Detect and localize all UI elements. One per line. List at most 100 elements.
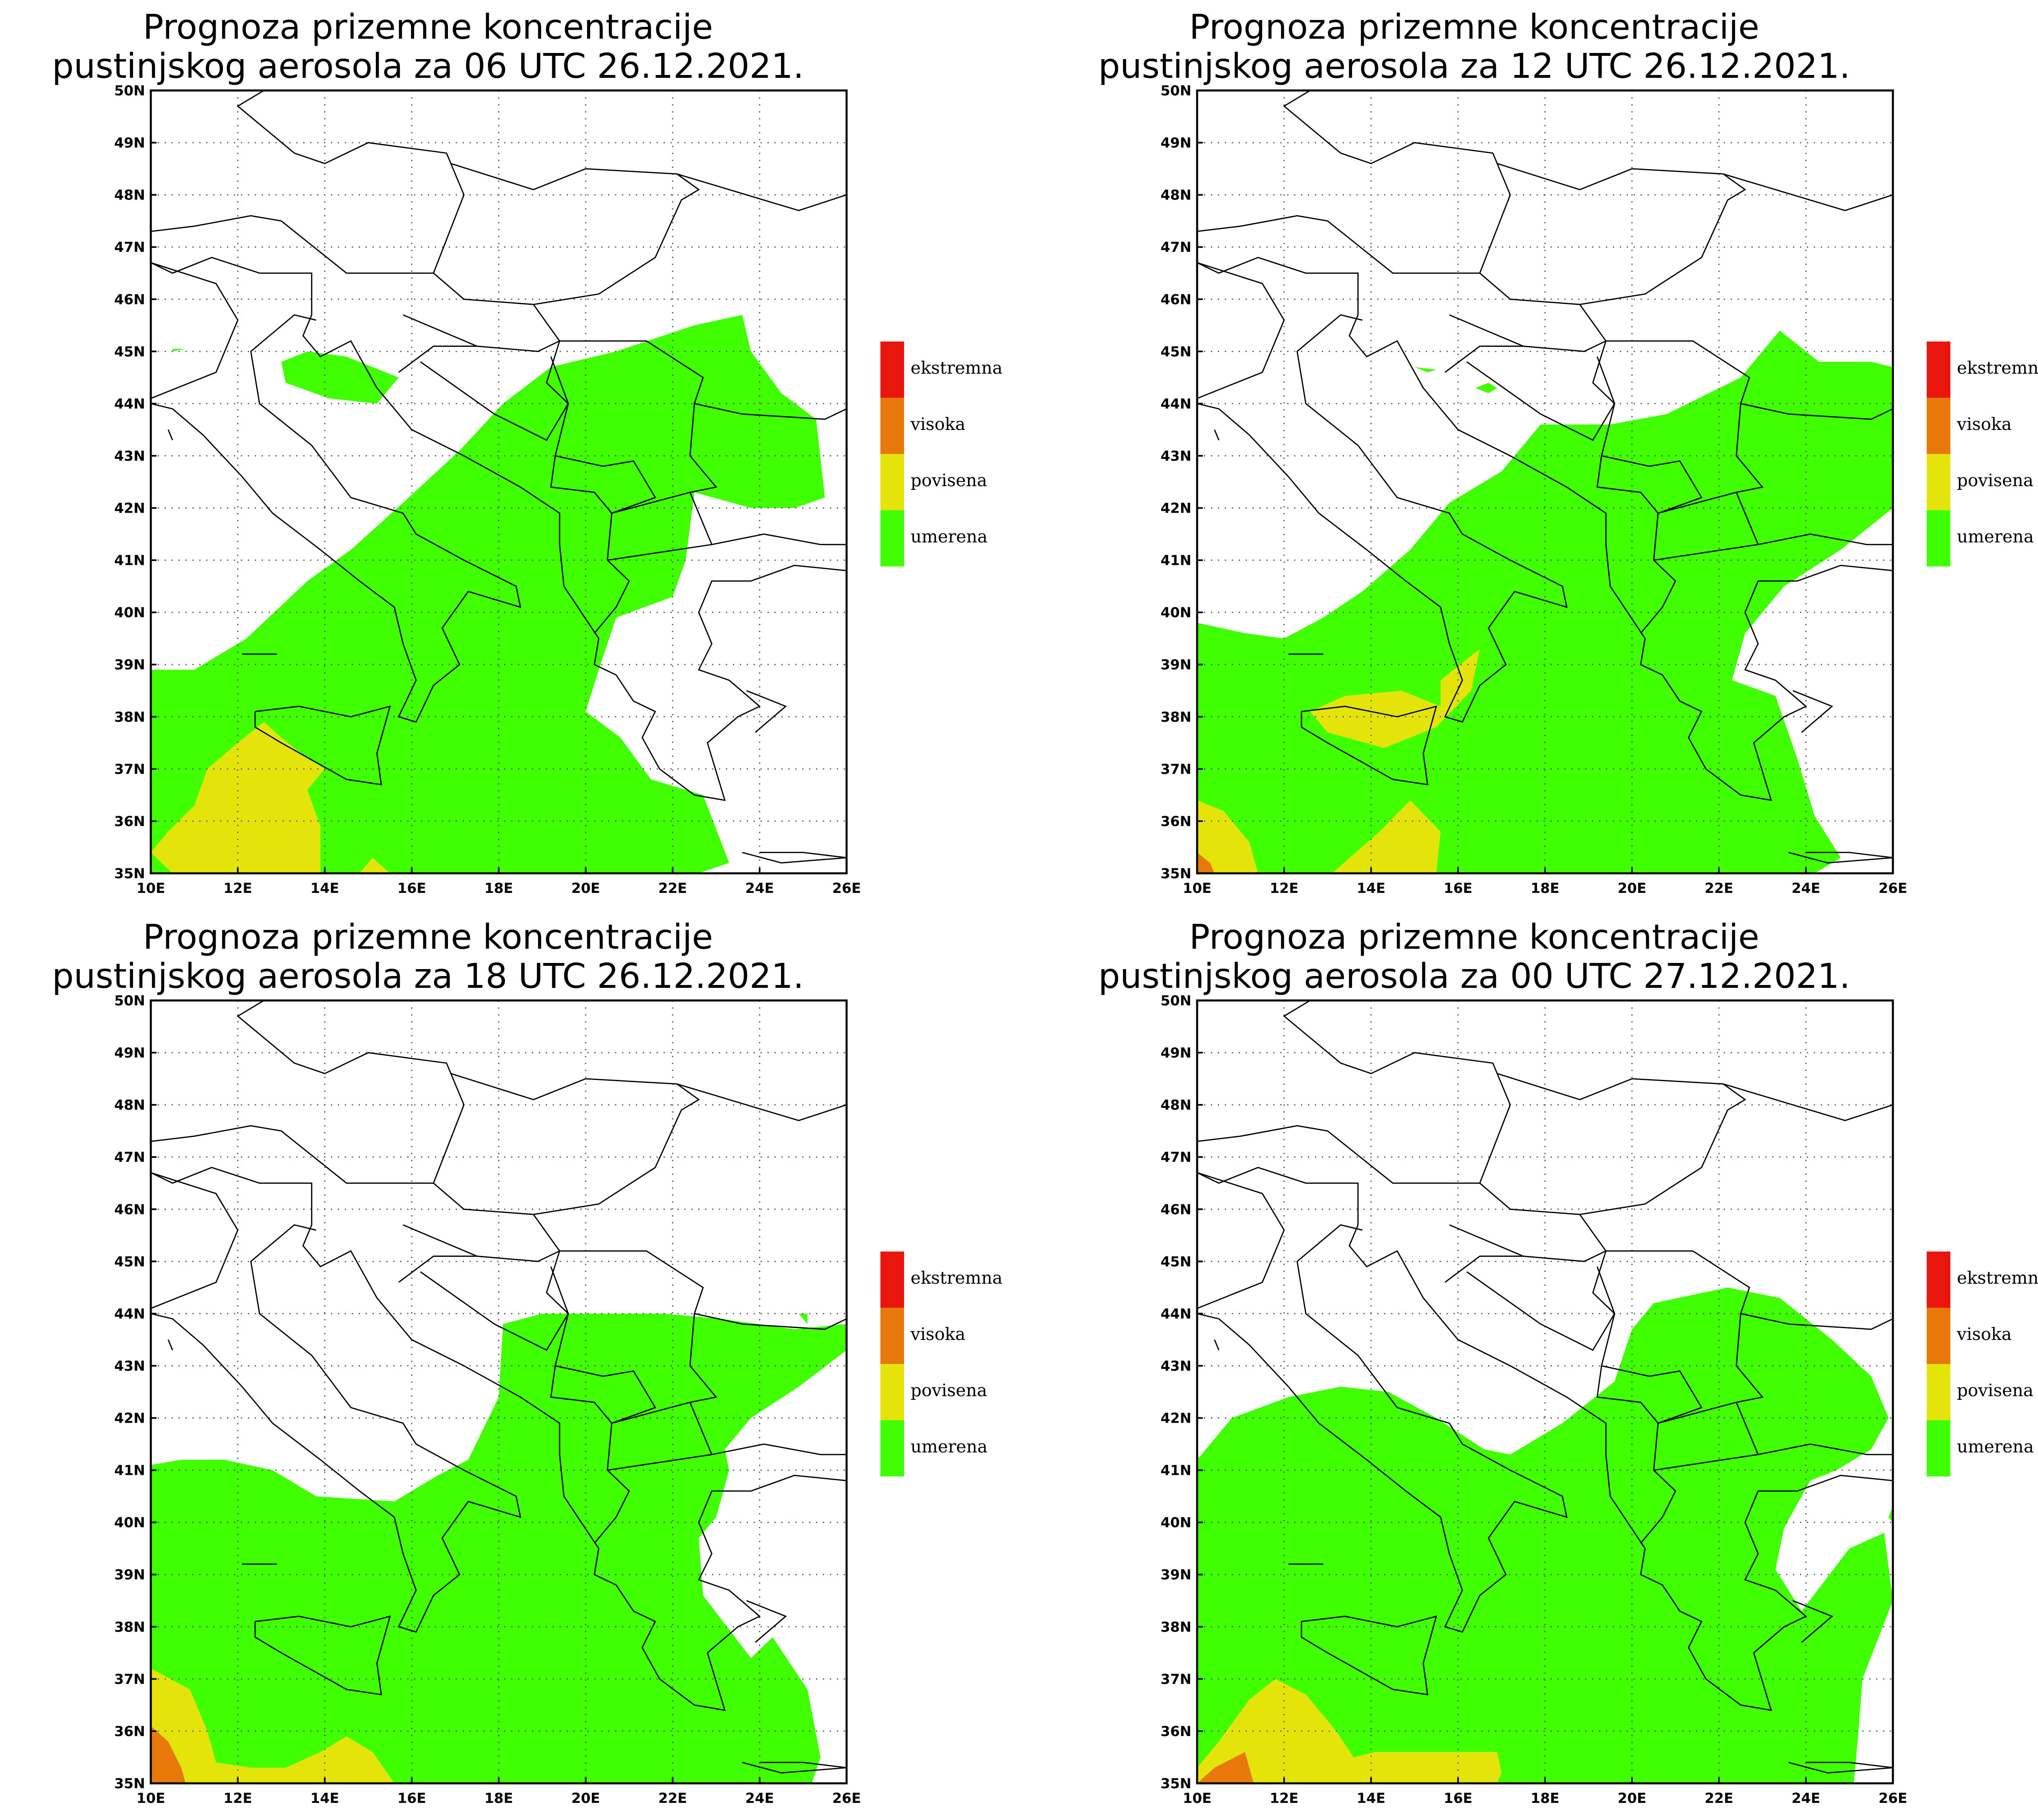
y-tick-label: 39N — [1160, 657, 1191, 673]
border-line — [559, 1250, 847, 1330]
panel-title-line1: Prognoza prizemne koncentracije — [1189, 917, 1760, 957]
border-line — [1653, 544, 1758, 561]
legend-swatch — [880, 398, 904, 454]
border-line — [607, 1454, 712, 1471]
map-panel-1800: Prognoza prizemne koncentracije pustinjs… — [0, 910, 1046, 1820]
y-tick-label: 41N — [114, 1463, 145, 1479]
legend-item-povisena: povisena — [880, 1364, 1052, 1420]
legend-label: visoka — [911, 414, 966, 434]
border-line — [450, 163, 700, 305]
forecast-map: 10E 12E 14E 16E 18E 20E 22E 24E 26E 35N 36N 37N 38N 3… — [114, 993, 861, 1807]
concentration-area — [281, 351, 399, 404]
x-tick-label: 10E — [1183, 1790, 1212, 1807]
border-line — [1793, 1600, 1833, 1643]
panel-title-line2: pustinjskog aerosola za 12 UTC 26.12.202… — [1098, 46, 1851, 86]
border-line — [150, 90, 465, 274]
y-tick-label: 47N — [1160, 239, 1191, 256]
legend-label: povisena — [911, 470, 987, 490]
x-tick-label: 22E — [658, 880, 687, 897]
x-tick-label: 14E — [310, 880, 339, 897]
concentration-area — [1197, 1752, 1254, 1783]
legend-label: visoka — [1957, 1324, 2012, 1344]
y-tick-label: 45N — [114, 344, 145, 360]
legend-item-visoka: visoka — [1927, 1308, 2038, 1364]
legend-swatch — [880, 342, 904, 398]
x-tick-label: 10E — [137, 1790, 165, 1807]
x-tick-label: 14E — [1356, 880, 1385, 897]
y-tick-label: 50N — [114, 83, 145, 99]
legend-label: ekstremna — [911, 1268, 1003, 1288]
y-tick-label: 45N — [1160, 344, 1191, 360]
border-line — [1601, 1365, 1703, 1424]
border-line — [1445, 1256, 1524, 1283]
y-tick-label: 37N — [1160, 1671, 1191, 1688]
border-line — [150, 257, 847, 801]
concentration-area — [1475, 383, 1498, 393]
x-tick-label: 20E — [571, 880, 600, 897]
border-line — [1214, 1339, 1220, 1351]
x-tick-label: 18E — [484, 880, 513, 897]
border-line — [398, 1256, 477, 1283]
legend-label: umerena — [911, 1437, 988, 1456]
concentration-area — [1197, 852, 1215, 873]
concentration-legend: ekstremna visoka povisena umerena — [880, 1252, 1052, 1476]
y-tick-label: 38N — [114, 1619, 145, 1635]
x-tick-label: 12E — [1270, 1790, 1299, 1807]
y-tick-label: 43N — [1160, 1358, 1191, 1374]
x-tick-label: 10E — [1183, 880, 1212, 897]
legend-item-povisena: povisena — [1927, 1364, 2038, 1420]
border-line — [1449, 1224, 1606, 1262]
legend-label: ekstremna — [911, 358, 1003, 378]
y-tick-label: 40N — [114, 605, 145, 621]
border-line — [1214, 429, 1220, 441]
x-tick-label: 22E — [1705, 1790, 1734, 1807]
border-line — [677, 1083, 847, 1122]
y-tick-label: 48N — [114, 187, 145, 203]
y-tick-label: 49N — [114, 135, 145, 151]
y-tick-label: 46N — [114, 1201, 145, 1218]
y-tick-label: 41N — [1160, 1463, 1191, 1479]
panel-title-line2: pustinjskog aerosola za 06 UTC 26.12.202… — [52, 46, 804, 86]
legend-label: povisena — [1957, 470, 2034, 490]
y-tick-label: 49N — [1160, 135, 1191, 151]
y-tick-label: 40N — [1160, 1515, 1191, 1531]
border-line — [611, 491, 690, 514]
legend-swatch — [880, 1308, 904, 1364]
border-line — [433, 1183, 630, 1544]
concentration-area — [1197, 1679, 1502, 1783]
legend-label: visoka — [1957, 414, 2012, 434]
forecast-map: 10E 12E 14E 16E 18E 20E 22E 24E 26E 35N 36N 37N 38N 3… — [114, 83, 861, 897]
concentration-area — [1197, 331, 1893, 873]
concentration-legend: ekstremna visoka povisena umerena — [1927, 342, 2038, 566]
y-tick-label: 47N — [114, 1149, 145, 1166]
border-line — [746, 1600, 787, 1643]
border-line — [1197, 1172, 1285, 1309]
border-line — [254, 705, 391, 786]
legend-swatch — [880, 454, 904, 510]
legend-item-umerena: umerena — [880, 510, 1052, 566]
panel-title-line1: Prognoza prizemne koncentracije — [1189, 7, 1760, 47]
panel-title: Prognoza prizemne koncentracije pustinjs… — [1046, 917, 1902, 996]
y-tick-label: 49N — [114, 1045, 145, 1061]
panel-title-line1: Prognoza prizemne koncentracije — [143, 917, 713, 957]
y-tick-label: 37N — [114, 761, 145, 778]
border-line — [1449, 314, 1606, 352]
y-tick-label: 36N — [114, 813, 145, 830]
x-tick-label: 16E — [1444, 1790, 1473, 1807]
border-line — [150, 1167, 847, 1711]
y-tick-label: 38N — [114, 709, 145, 725]
legend-item-povisena: povisena — [880, 454, 1052, 510]
legend-swatch — [1927, 1420, 1950, 1476]
legend-item-visoka: visoka — [1927, 398, 2038, 454]
concentration-area — [1888, 1507, 1893, 1523]
x-tick-label: 22E — [658, 1790, 687, 1807]
x-tick-label: 16E — [1444, 880, 1473, 897]
x-tick-label: 26E — [832, 880, 861, 897]
legend-label: povisena — [911, 1380, 987, 1400]
x-tick-label: 20E — [1618, 1790, 1647, 1807]
legend-label: povisena — [1957, 1380, 2034, 1400]
y-tick-label: 43N — [1160, 448, 1191, 464]
legend-item-visoka: visoka — [880, 398, 1052, 454]
y-tick-label: 36N — [1160, 813, 1191, 830]
border-line — [607, 544, 712, 561]
